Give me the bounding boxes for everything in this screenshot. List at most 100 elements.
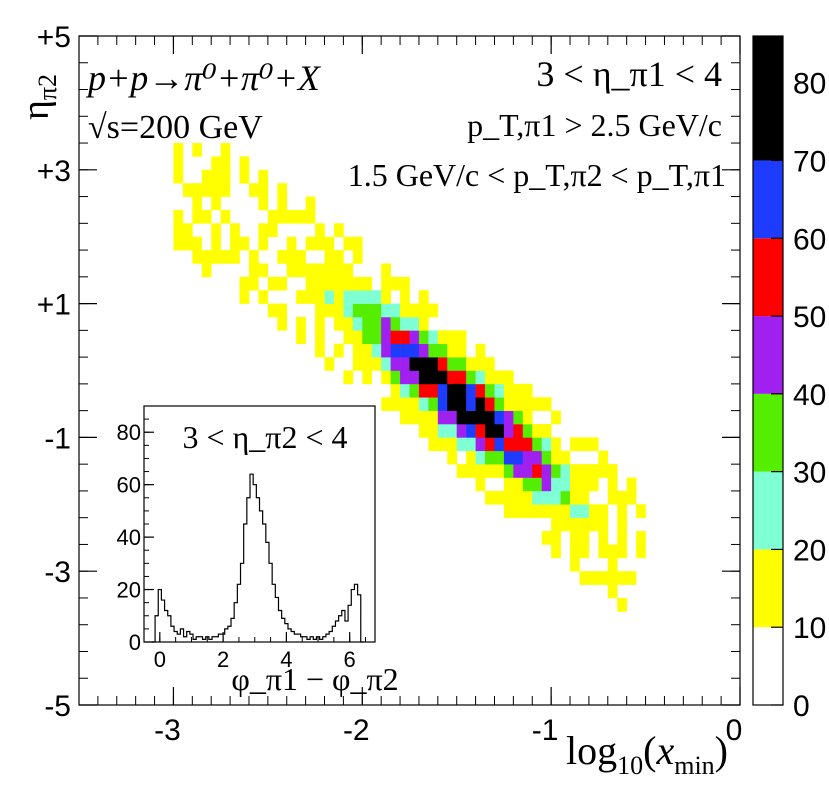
heatmap-cell	[182, 223, 193, 237]
heatmap-cell	[447, 437, 458, 452]
heatmap-cell	[447, 357, 458, 371]
heatmap-cell	[390, 343, 401, 358]
heatmap-cell	[315, 316, 325, 331]
heatmap-cell	[409, 397, 420, 411]
heatmap-cell	[447, 397, 458, 411]
heatmap-cell	[277, 276, 288, 291]
heatmap-cell	[437, 383, 448, 398]
heatmap-cell	[466, 424, 476, 438]
heatmap-cell	[513, 397, 524, 411]
heatmap-cell	[456, 410, 467, 425]
heatmap-cell	[211, 169, 221, 184]
heatmap-cell	[513, 437, 524, 452]
y-tick-label: -3	[44, 556, 71, 589]
heatmap-cell	[522, 424, 533, 438]
heatmap-cell	[475, 383, 486, 398]
heatmap-cell	[579, 544, 590, 559]
heatmap-cell	[551, 517, 561, 532]
heatmap-cell	[343, 263, 354, 278]
heatmap-cell	[437, 424, 448, 438]
heatmap-cell	[343, 370, 354, 385]
heatmap-cell	[371, 330, 382, 345]
heatmap-cell	[466, 464, 476, 478]
colorbar-level	[753, 36, 783, 161]
heatmap-cell	[541, 437, 552, 452]
eta-cut-label: 3 < η_π1 < 4	[536, 54, 722, 94]
heatmap-cell	[362, 357, 373, 371]
heatmap-cell	[258, 196, 269, 211]
heatmap-cell	[201, 209, 212, 224]
heatmap-cell	[267, 303, 278, 318]
heatmap-cell	[371, 290, 382, 304]
heatmap-cell	[267, 276, 278, 291]
heatmap-cell	[456, 343, 467, 358]
colorbar-frame	[752, 35, 784, 706]
heatmap-cell	[447, 450, 458, 465]
heatmap-cell	[485, 383, 495, 398]
heatmap-cell	[248, 276, 259, 291]
heatmap-cell	[409, 370, 420, 385]
heatmap-cell	[456, 424, 467, 438]
heatmap-cell	[201, 263, 212, 278]
heatmap-cell	[324, 357, 335, 371]
heatmap-cell	[513, 450, 524, 465]
heatmap-cell	[400, 276, 410, 291]
heatmap-cell	[447, 343, 458, 358]
heatmap-cell	[485, 424, 495, 438]
heatmap-cell	[418, 370, 429, 385]
heatmap-cell	[428, 303, 439, 318]
heatmap-cell	[485, 397, 495, 411]
heatmap-cell	[475, 477, 486, 492]
heatmap-cell	[522, 437, 533, 452]
heatmap-cell	[579, 504, 590, 518]
heatmap-cell	[315, 223, 325, 237]
heatmap-cell	[494, 383, 505, 398]
heatmap-cell	[513, 464, 524, 478]
inset-x-tick-label: 0	[154, 647, 166, 672]
inset-x-tick-label: 6	[344, 647, 356, 672]
heatmap-cell	[305, 290, 316, 304]
heatmap-cell	[475, 410, 486, 425]
colorbar-level	[753, 393, 783, 472]
heatmap-cell	[277, 316, 288, 331]
heatmap-cell	[277, 303, 288, 318]
heatmap-cell	[267, 209, 278, 224]
heatmap-cell	[286, 263, 297, 278]
heatmap-cell	[296, 330, 306, 345]
energy-label: √s=200 GeV	[88, 109, 263, 146]
inset-frame	[143, 405, 376, 643]
x-tick-labels: -3 -2 -1 0	[154, 714, 742, 747]
heatmap-cell	[570, 517, 580, 532]
heatmap-cell	[428, 424, 439, 438]
heatmap-cell	[192, 143, 203, 157]
heatmap-cell	[418, 397, 429, 411]
heatmap-cell	[447, 330, 458, 345]
heatmap-cell	[400, 397, 410, 411]
heatmap-cell	[296, 290, 306, 304]
heatmap-cell	[220, 169, 231, 184]
heatmap-cell	[239, 276, 250, 291]
heatmap-cell	[494, 437, 505, 452]
heatmap-cell	[390, 383, 401, 398]
heatmap-cell	[239, 290, 250, 304]
heatmap-cell	[617, 571, 627, 585]
heatmap-cell	[588, 464, 599, 478]
heatmap-cell	[362, 343, 373, 358]
heatmap-cell	[258, 223, 269, 237]
heatmap-cell	[258, 290, 269, 304]
heatmap-cell	[485, 437, 495, 452]
heatmap-cell	[305, 196, 316, 211]
heatmap-cell	[607, 490, 618, 505]
heatmap-cell	[211, 156, 221, 171]
heatmap-cell	[305, 209, 316, 224]
heatmap-cell	[513, 410, 524, 425]
heatmap-cell	[428, 383, 439, 398]
y-tick-labels: -5 -3 -1 +1 +3 +5	[37, 21, 71, 723]
x-tick-label: -3	[154, 714, 181, 747]
heatmap-cell	[362, 316, 373, 331]
heatmap-cell	[258, 236, 269, 251]
heatmap-cell	[617, 490, 627, 505]
heatmap-cell	[315, 276, 325, 291]
